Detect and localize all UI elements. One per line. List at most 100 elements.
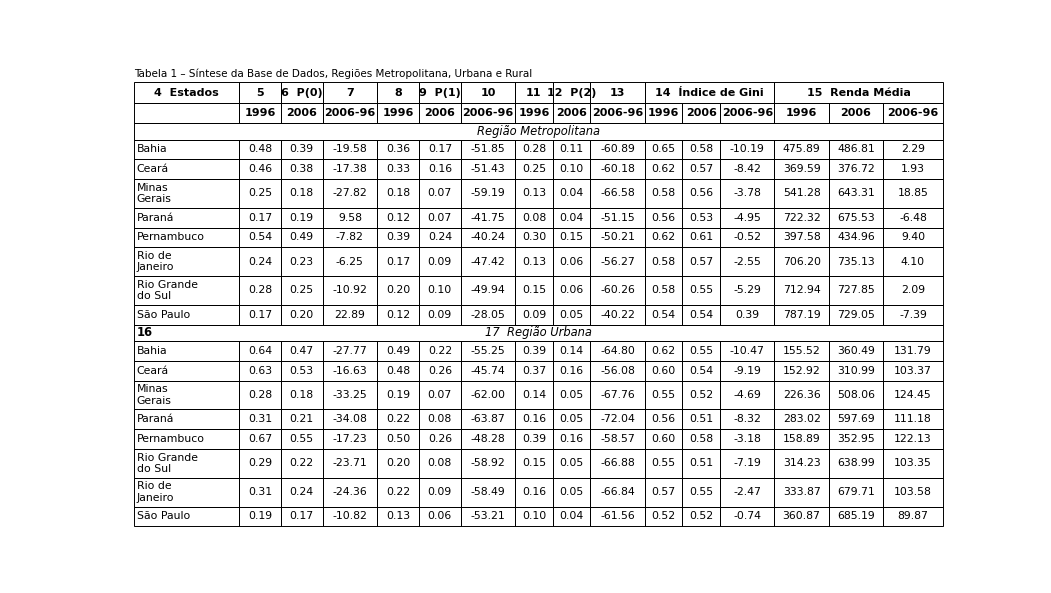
Bar [553,139,591,160]
Bar [644,276,682,305]
Bar [135,449,239,478]
Bar [323,276,377,305]
Bar [515,82,553,103]
Bar [720,160,775,179]
Text: Rio de
Janeiro: Rio de Janeiro [137,251,174,272]
Bar [135,305,239,324]
Text: 1996: 1996 [244,108,275,118]
Bar [460,506,515,526]
Text: -40.22: -40.22 [600,310,635,320]
Bar [135,478,239,506]
Text: 0.19: 0.19 [248,511,272,521]
Text: -50.21: -50.21 [600,232,635,243]
Bar [323,429,377,449]
Text: 22.89: 22.89 [334,310,366,320]
Bar [682,208,720,228]
Text: 0.51: 0.51 [689,415,714,425]
Bar [460,341,515,361]
Bar [644,506,682,526]
Bar [281,139,323,160]
Text: Tabela 1 – Síntese da Base de Dados, Regiões Metropolitana, Urbana e Rural: Tabela 1 – Síntese da Base de Dados, Reg… [135,68,533,79]
Text: 0.53: 0.53 [689,213,714,222]
Bar [419,361,460,381]
Text: 0.63: 0.63 [248,366,272,376]
Text: 0.55: 0.55 [652,390,676,400]
Bar [135,103,239,123]
Bar [460,410,515,429]
Bar [515,139,553,160]
Text: 0.57: 0.57 [689,164,714,174]
Text: 0.39: 0.39 [736,310,759,320]
Bar [419,103,460,123]
Bar [281,208,323,228]
Text: 0.58: 0.58 [652,285,676,295]
Bar [281,341,323,361]
Text: 0.55: 0.55 [290,434,314,444]
Text: 103.35: 103.35 [894,458,932,468]
Text: 0.16: 0.16 [522,415,545,425]
Bar [591,341,644,361]
Bar [239,228,281,247]
Text: 0.12: 0.12 [386,213,410,222]
Bar [883,449,943,478]
Bar [883,179,943,208]
Text: 0.07: 0.07 [428,390,452,400]
Text: -10.92: -10.92 [332,285,368,295]
Text: Rio de
Janeiro: Rio de Janeiro [137,482,174,503]
Bar [135,160,239,179]
Text: 10: 10 [480,88,496,98]
Text: 9  P(1): 9 P(1) [419,88,460,98]
Text: 0.49: 0.49 [290,232,314,243]
Bar [323,228,377,247]
Bar [377,429,419,449]
Bar [644,381,682,410]
Bar [883,478,943,506]
Text: 0.07: 0.07 [428,213,452,222]
Bar [682,381,720,410]
Text: 0.06: 0.06 [559,285,583,295]
Text: 0.29: 0.29 [248,458,272,468]
Bar [644,139,682,160]
Text: 685.19: 685.19 [838,511,874,521]
Text: -58.49: -58.49 [471,487,506,497]
Text: 735.13: 735.13 [838,257,874,267]
Text: -27.82: -27.82 [332,189,367,199]
Bar [323,247,377,276]
Bar [323,139,377,160]
Bar [460,276,515,305]
Bar [281,82,323,103]
Text: -60.18: -60.18 [600,164,635,174]
Text: 722.32: 722.32 [783,213,821,222]
Text: -55.25: -55.25 [471,346,506,356]
Text: 124.45: 124.45 [894,390,932,400]
Bar [591,449,644,478]
Text: -6.25: -6.25 [336,257,364,267]
Bar [515,449,553,478]
Bar [239,103,281,123]
Text: 0.09: 0.09 [428,310,452,320]
Bar [419,228,460,247]
Text: 0.62: 0.62 [652,232,676,243]
Bar [281,361,323,381]
Bar [591,247,644,276]
Bar [323,410,377,429]
Bar [644,179,682,208]
Text: -67.76: -67.76 [600,390,635,400]
Text: 0.60: 0.60 [652,366,676,376]
Text: 360.87: 360.87 [783,511,821,521]
Text: 0.21: 0.21 [290,415,314,425]
Text: 2006: 2006 [425,108,455,118]
Text: 0.54: 0.54 [652,310,676,320]
Bar [323,449,377,478]
Bar [515,305,553,324]
Bar [682,341,720,361]
Text: 2.09: 2.09 [901,285,925,295]
Text: 0.22: 0.22 [386,415,410,425]
Bar [377,247,419,276]
Bar [515,247,553,276]
Text: 2006: 2006 [286,108,317,118]
Bar [829,361,883,381]
Bar [682,410,720,429]
Bar [720,429,775,449]
Bar [720,478,775,506]
